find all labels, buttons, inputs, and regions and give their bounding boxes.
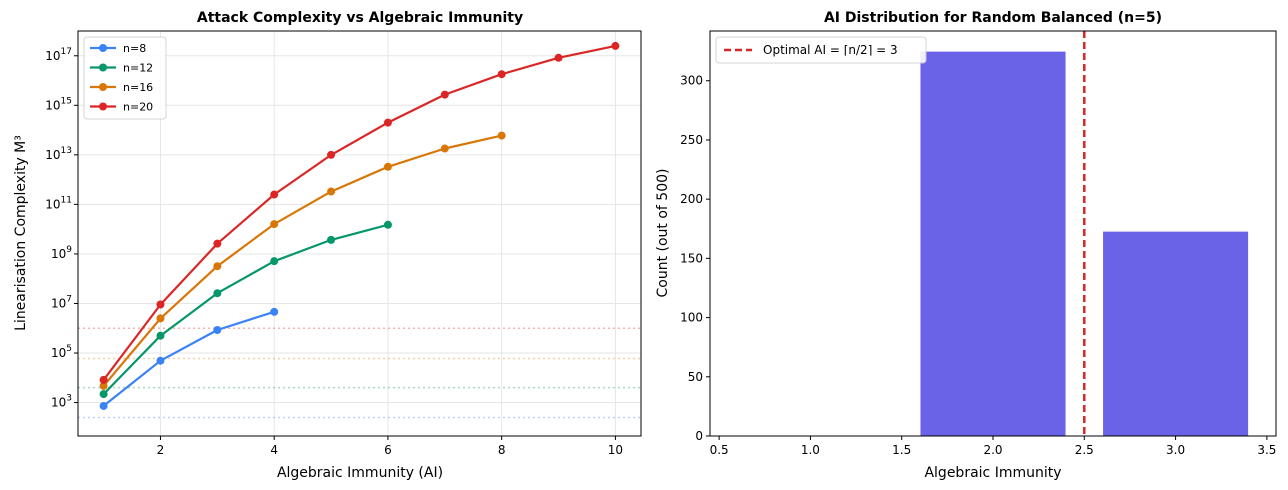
- chart1-x-label: Algebraic Immunity (AI): [277, 465, 443, 481]
- data-point-n=20: [327, 150, 336, 159]
- y-tick-label: 107: [51, 294, 72, 310]
- series-line-n=20: [102, 44, 616, 381]
- data-point-n=8: [270, 307, 279, 316]
- data-point-n=20: [440, 90, 449, 99]
- data-point-n=16: [270, 220, 279, 229]
- data-point-n=12: [383, 220, 392, 229]
- legend-label-n=8: n=8: [123, 42, 146, 55]
- data-point-n=16: [383, 162, 392, 171]
- data-point-n=20: [497, 70, 506, 79]
- x-tick-label: 4: [270, 443, 278, 457]
- y-tick-label: 200: [680, 192, 703, 206]
- y-tick-label: 1013: [45, 146, 72, 162]
- data-point-n=20: [156, 300, 165, 309]
- y-tick-label: 1017: [45, 47, 72, 63]
- x-tick-label: 3.5: [1257, 443, 1276, 457]
- legend-label-n=16: n=16: [123, 81, 153, 94]
- y-tick-label: 0: [695, 429, 703, 443]
- chart1-y-label: Linearisation Complexity M³: [13, 135, 29, 331]
- legend-marker-n=20: [99, 102, 107, 111]
- data-point-n=12: [327, 235, 336, 244]
- chart1-grid: [78, 31, 641, 436]
- data-point-n=8: [156, 356, 165, 365]
- legend-marker-n=16: [99, 83, 107, 91]
- x-tick-label: 10: [608, 443, 623, 457]
- y-tick-label: 103: [51, 394, 72, 410]
- data-point-n=12: [270, 257, 279, 266]
- chart2-bars: [919, 50, 1250, 437]
- bar-chart: AI Distribution for Random Balanced (n=5…: [655, 10, 1277, 481]
- chart2-y-ticks: 0 50 100 150 200 250 300: [680, 74, 710, 443]
- x-tick-label: 1.5: [892, 443, 911, 457]
- data-point-n=20: [99, 375, 108, 384]
- data-point-n=12: [156, 331, 165, 340]
- legend-marker-n=12: [99, 63, 107, 72]
- x-tick-label: 1.0: [801, 443, 820, 457]
- x-tick-label: 2.5: [1075, 443, 1094, 457]
- data-point-n=20: [554, 53, 563, 62]
- series-line-n=16: [102, 134, 502, 387]
- data-point-n=16: [497, 131, 506, 140]
- chart2-x-label: Algebraic Immunity: [924, 465, 1061, 481]
- x-tick-label: 8: [498, 443, 506, 457]
- legend-box: [83, 36, 167, 120]
- x-tick-label: 2: [157, 443, 165, 457]
- data-point-n=20: [383, 118, 392, 127]
- data-point-n=20: [270, 190, 279, 199]
- series-line-n=12: [102, 223, 389, 395]
- chart1-series-lines: [102, 44, 616, 407]
- data-point-n=16: [213, 262, 222, 271]
- data-point-n=16: [99, 381, 108, 390]
- x-tick-label: 3.0: [1166, 443, 1185, 457]
- chart2-legend: Optimal AI = ⌈n/2⌉ = 3: [715, 36, 927, 64]
- x-tick-label: 0.5: [710, 443, 729, 457]
- legend-marker-n=8: [99, 44, 107, 52]
- chart2-x-ticks: 0.5 1.0 1.5 2.0 2.5 3.0 3.5: [710, 436, 1276, 457]
- x-tick-label: 6: [384, 443, 392, 457]
- chart1-legend: n=8 n=12 n=16 n=20: [83, 36, 167, 120]
- y-tick-label: 250: [680, 133, 703, 147]
- data-point-n=20: [611, 41, 620, 50]
- chart2-y-label: Count (out of 500): [655, 169, 671, 298]
- legend-label-n=20: n=20: [123, 101, 153, 114]
- chart1-series-points: [99, 41, 620, 410]
- chart1-thresholds: [78, 327, 641, 419]
- data-point-n=8: [213, 325, 222, 334]
- data-point-n=16: [440, 144, 449, 153]
- line-chart: Attack Complexity vs Algebraic Immunity …: [13, 10, 642, 481]
- data-point-n=12: [99, 390, 108, 399]
- bar-ai-3: [1102, 230, 1250, 437]
- chart1-x-ticks: 2 4 6 8 10: [157, 436, 623, 457]
- y-tick-label: 300: [680, 74, 703, 88]
- legend-box: [715, 36, 927, 64]
- chart1-title: Attack Complexity vs Algebraic Immunity: [197, 10, 523, 26]
- chart1-frame: [77, 30, 642, 437]
- data-point-n=16: [156, 314, 165, 323]
- y-tick-label: 150: [680, 251, 703, 265]
- x-tick-label: 2.0: [983, 443, 1002, 457]
- y-tick-label: 1015: [45, 96, 72, 112]
- y-tick-label: 50: [688, 370, 703, 384]
- data-point-n=16: [327, 187, 336, 196]
- data-point-n=8: [99, 401, 108, 410]
- y-tick-label: 100: [680, 311, 703, 325]
- data-point-n=12: [213, 289, 222, 298]
- y-tick-label: 1011: [45, 195, 72, 211]
- chart1-y-ticks: 103 105 107 109 1011 1013 1015 1017: [45, 47, 78, 410]
- bar-ai-2: [919, 50, 1067, 437]
- legend-label-optimal: Optimal AI = ⌈n/2⌉ = 3: [763, 43, 898, 57]
- series-line-n=8: [102, 310, 275, 407]
- y-tick-label: 105: [51, 344, 72, 360]
- y-tick-label: 109: [51, 245, 72, 261]
- data-point-n=20: [213, 239, 222, 248]
- legend-label-n=12: n=12: [123, 62, 153, 75]
- chart2-title: AI Distribution for Random Balanced (n=5…: [824, 10, 1162, 26]
